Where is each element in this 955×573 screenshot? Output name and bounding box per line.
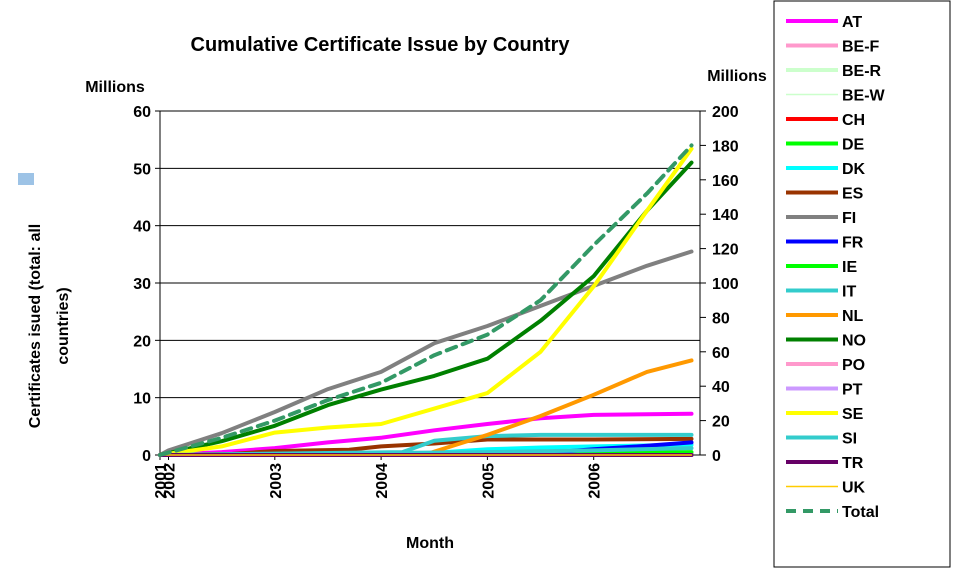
legend-label-se: SE (842, 406, 864, 423)
right-axis-unit: Millions (707, 68, 767, 85)
series-lines (158, 143, 694, 457)
x-axis-label: Month (406, 535, 454, 552)
ylabel-highlight-mark (18, 173, 34, 185)
legend-label-es: ES (842, 186, 864, 203)
left-axis-unit: Millions (85, 79, 145, 96)
y-right-tick-label: 160 (712, 173, 739, 190)
y-right-tick-label: 100 (712, 276, 739, 293)
x-tick-label: 2006 (587, 463, 604, 499)
series-line-total (158, 143, 694, 457)
legend-label-si: SI (842, 431, 857, 448)
legend-label-fr: FR (842, 235, 864, 252)
y-right-tick-label: 60 (712, 345, 730, 362)
legend-label-it: IT (842, 284, 856, 301)
x-tick-label: 2001 (153, 463, 170, 499)
legend-label-at: AT (842, 14, 862, 31)
legend-label-be-r: BE-R (842, 63, 882, 80)
y-left-tick-label: 0 (142, 448, 151, 465)
legend: AT BE-F BE-R BE-W CH DE DK ES FI FR IE IT NL NO PO PT SE… (786, 14, 886, 521)
series-line-no (158, 160, 694, 457)
legend-label-be-f: BE-F (842, 39, 880, 56)
y-axis-label-line-2: countries) (55, 287, 72, 364)
y-left-tick-label: 50 (133, 161, 151, 178)
y-right-tick-label: 80 (712, 310, 730, 327)
y-left-tick-label: 20 (133, 333, 151, 350)
y-left-tick-label: 30 (133, 276, 151, 293)
legend-label-po: PO (842, 357, 865, 374)
x-tick-label: 2005 (480, 463, 497, 499)
legend-label-ch: CH (842, 112, 865, 129)
series-line-fi (158, 249, 694, 457)
y-right-tick-label: 120 (712, 242, 739, 259)
legend-label-uk: UK (842, 480, 866, 497)
tick-labels: 0 10 20 30 40 50 60 0 20 40 60 80 100 120 140 160 180 200… (133, 104, 739, 499)
legend-label-ie: IE (842, 259, 857, 276)
legend-label-pt: PT (842, 382, 863, 399)
x-tick-label: 2004 (374, 463, 391, 499)
y-right-tick-label: 20 (712, 414, 730, 431)
y-left-tick-label: 40 (133, 219, 151, 236)
legend-label-fi: FI (842, 210, 856, 227)
grid-lines (160, 110, 700, 456)
legend-label-tr: TR (842, 455, 864, 472)
legend-box (773, 0, 951, 568)
series-line-se (158, 146, 694, 457)
y-right-tick-label: 140 (712, 207, 739, 224)
y-right-tick-label: 0 (712, 448, 721, 465)
legend-label-de: DE (842, 137, 865, 154)
y-axis-label: Certificates isued (total: all countries… (27, 224, 72, 429)
legend-label-be-w: BE-W (842, 88, 886, 105)
y-left-tick-label: 60 (133, 104, 151, 121)
y-right-tick-label: 180 (712, 138, 739, 155)
y-right-tick-label: 200 (712, 104, 739, 121)
chart-title: Cumulative Certificate Issue by Country (191, 34, 571, 56)
x-tick-label: 2002 (162, 463, 179, 499)
legend-label-total: Total (842, 504, 879, 521)
legend-label-no: NO (842, 333, 866, 350)
series-line-at (158, 411, 694, 457)
y-axis-label-line-1: Certificates isued (total: all (27, 224, 44, 429)
legend-label-dk: DK (842, 161, 866, 178)
x-tick-label: 2003 (268, 463, 285, 499)
y-right-tick-label: 40 (712, 379, 730, 396)
legend-label-nl: NL (842, 308, 864, 325)
y-left-tick-label: 10 (133, 391, 151, 408)
